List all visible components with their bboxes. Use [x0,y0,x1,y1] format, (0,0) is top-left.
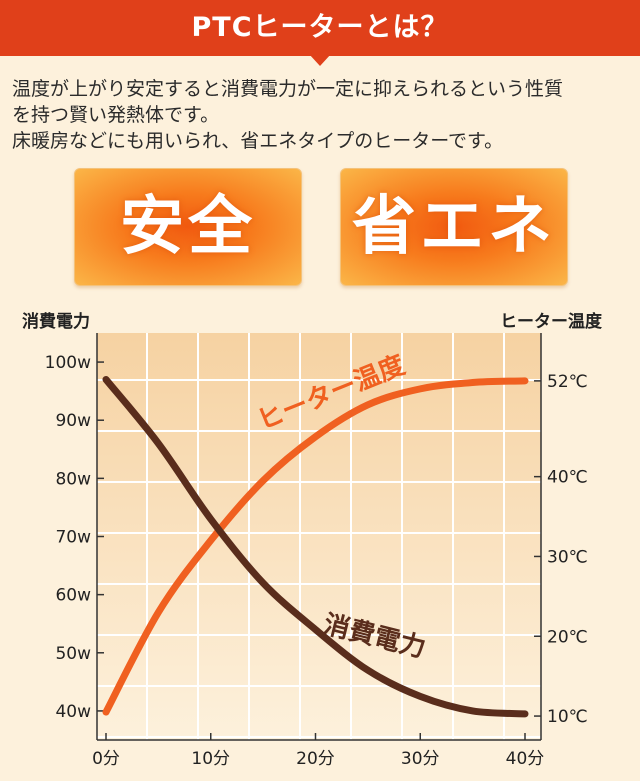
energy-saving-badge-label: 省エネ [352,190,556,264]
y-right-tick-label: 40℃ [547,468,588,488]
y-left-tick-label: 60w [55,586,91,606]
y-right-tick-label: 20℃ [547,627,588,647]
power-consumption-line [102,376,529,718]
y-right-tick-label: 30℃ [547,547,588,567]
safety-badge-label: 安全 [120,190,256,264]
series [102,376,529,718]
page-title: PTCヒーターとは？ [191,12,449,43]
y-right-tick-label: 52℃ [547,372,588,392]
description-line: 温度が上がり安定すると消費電力が一定に抑えられるという性質 [12,78,564,100]
description-line: を持つ賢い発熱体です。 [12,104,220,126]
x-tick-label: 20分 [296,749,335,769]
y-right-tick-label: 10℃ [547,707,588,727]
header-notch [309,54,331,66]
grid [97,333,541,740]
x-tick-label: 40分 [506,749,545,769]
plot-area [97,333,541,740]
y-axis-right-title: ヒーター温度 [500,311,603,332]
description-line: 床暖房などにも用いられ、省エネタイプのヒーターです。 [12,130,504,152]
ticks: 100w 90w 80w 70w 60w 50w 40w 52℃ 40℃ 30℃ 20℃ 10℃ 0分 1… [45,353,588,769]
x-tick-label: 30分 [401,749,440,769]
y-left-tick-label: 80w [55,469,91,489]
y-left-tick-label: 90w [55,411,91,431]
y-left-tick-label: 100w [45,353,91,373]
y-left-tick-label: 70w [55,528,91,548]
description: 温度が上がり安定すると消費電力が一定に抑えられるという性質 を持つ賢い発熱体です… [12,76,634,154]
y-left-tick-label: 40w [55,702,91,722]
safety-badge: 安全 [74,168,302,286]
heater-temperature-line [102,377,529,716]
header-banner [0,0,640,56]
x-tick-label: 10分 [191,749,230,769]
energy-saving-badge: 省エネ [340,168,568,286]
x-tick-label: 0分 [92,749,120,769]
y-left-tick-label: 50w [55,644,91,664]
y-axis-left-title: 消費電力 [22,311,90,332]
